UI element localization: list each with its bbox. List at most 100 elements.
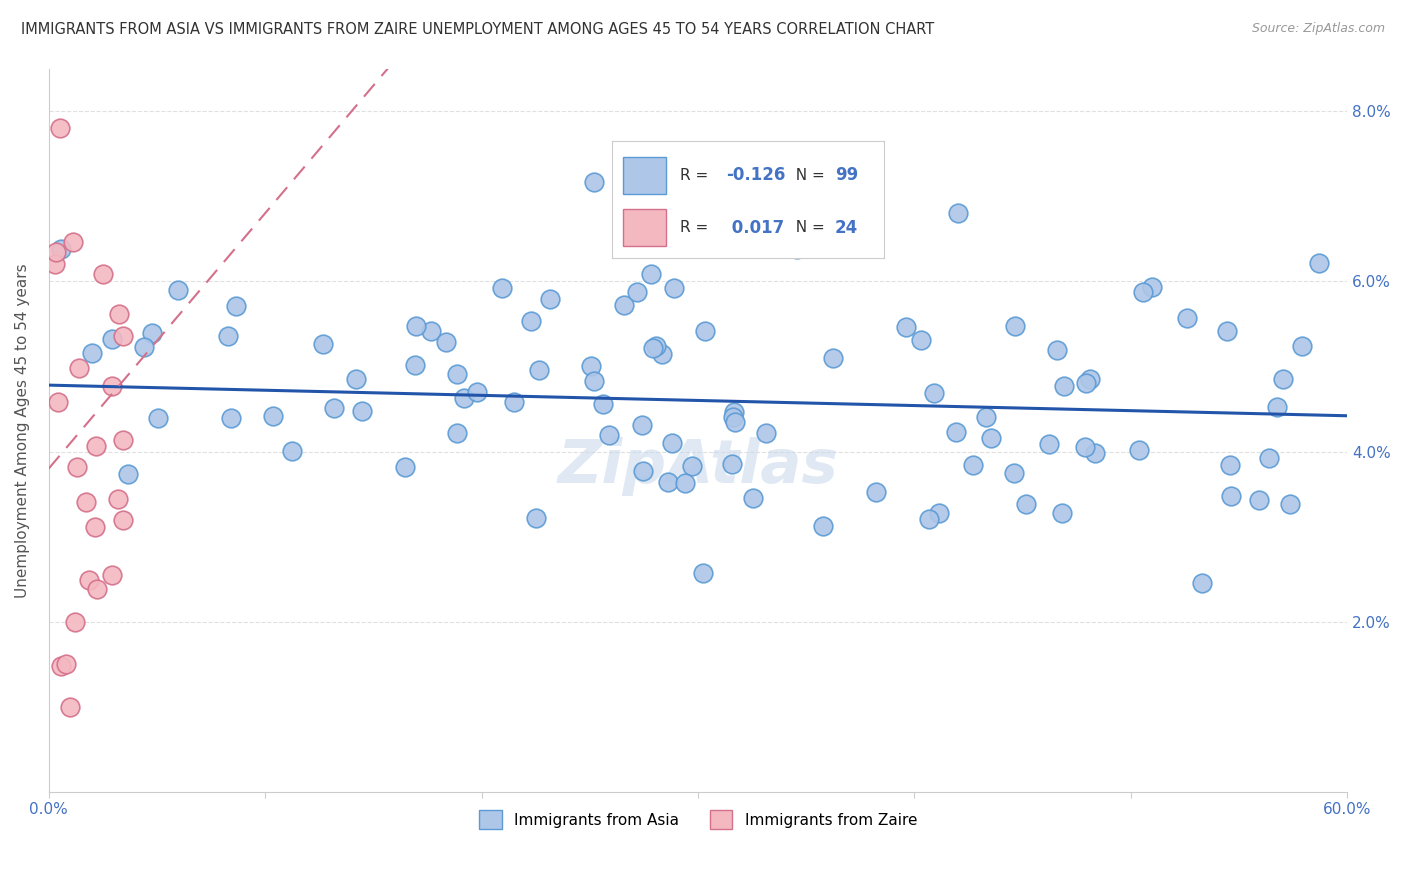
Point: [404, 358, 426, 372]
Point: [262, 409, 284, 424]
Point: [1278, 497, 1301, 511]
Point: [63, 615, 86, 629]
Point: [1219, 458, 1241, 473]
Point: [582, 374, 605, 388]
Point: [1216, 324, 1239, 338]
Text: 24: 24: [835, 219, 858, 236]
Point: [141, 326, 163, 340]
Point: [344, 372, 367, 386]
Point: [405, 318, 427, 333]
Text: R =: R =: [679, 168, 713, 183]
Point: [721, 458, 744, 472]
Point: [755, 425, 778, 440]
Point: [1272, 372, 1295, 386]
Point: [723, 405, 745, 419]
Point: [86, 582, 108, 597]
Point: [503, 395, 526, 409]
Point: [631, 463, 654, 477]
Y-axis label: Unemployment Among Ages 45 to 54 years: Unemployment Among Ages 45 to 54 years: [15, 263, 30, 598]
Point: [1004, 318, 1026, 333]
Point: [582, 175, 605, 189]
Point: [626, 285, 648, 299]
Point: [945, 425, 967, 439]
Point: [613, 298, 636, 312]
Point: [681, 458, 703, 473]
Point: [1050, 506, 1073, 520]
Point: [980, 431, 1002, 445]
Point: [526, 511, 548, 525]
Point: [946, 206, 969, 220]
Point: [217, 328, 239, 343]
Point: [693, 324, 716, 338]
Point: [724, 416, 747, 430]
Point: [1132, 285, 1154, 299]
Point: [519, 314, 541, 328]
Text: 99: 99: [835, 166, 858, 185]
Point: [1046, 343, 1069, 358]
Point: [80, 346, 103, 360]
Point: [101, 332, 124, 346]
Point: [167, 284, 190, 298]
Text: ZipAtlas: ZipAtlas: [558, 437, 838, 496]
Point: [419, 324, 441, 338]
Point: [225, 299, 247, 313]
Point: [1083, 446, 1105, 460]
Point: [1128, 443, 1150, 458]
FancyBboxPatch shape: [623, 157, 666, 194]
Point: [651, 347, 673, 361]
Point: [692, 566, 714, 581]
Point: [592, 397, 614, 411]
Point: [630, 417, 652, 432]
Text: R =: R =: [679, 220, 713, 235]
Point: [1140, 279, 1163, 293]
Point: [640, 267, 662, 281]
Point: [59, 699, 82, 714]
Text: -0.126: -0.126: [725, 166, 786, 185]
Point: [598, 428, 620, 442]
Point: [111, 434, 134, 448]
Point: [641, 341, 664, 355]
Text: 0.017: 0.017: [725, 219, 785, 236]
Text: N =: N =: [786, 220, 830, 235]
Point: [84, 520, 107, 534]
Point: [86, 439, 108, 453]
Point: [1038, 437, 1060, 451]
Point: [657, 475, 679, 490]
Point: [1015, 497, 1038, 511]
Point: [962, 458, 984, 473]
Point: [664, 280, 686, 294]
Point: [394, 460, 416, 475]
Point: [742, 491, 765, 506]
Point: [1247, 492, 1270, 507]
Legend: Immigrants from Asia, Immigrants from Zaire: Immigrants from Asia, Immigrants from Za…: [472, 804, 924, 835]
Point: [323, 401, 346, 415]
Point: [219, 411, 242, 425]
Point: [101, 378, 124, 392]
Point: [1175, 311, 1198, 326]
Point: [436, 334, 458, 349]
Point: [108, 307, 131, 321]
Point: [673, 475, 696, 490]
Point: [910, 333, 932, 347]
Point: [48, 121, 70, 136]
Point: [45, 245, 67, 260]
Point: [46, 394, 69, 409]
Point: [811, 519, 834, 533]
Point: [101, 567, 124, 582]
Point: [77, 573, 100, 587]
Point: [312, 336, 335, 351]
Point: [661, 435, 683, 450]
Point: [75, 495, 97, 509]
Point: [928, 506, 950, 520]
Point: [527, 363, 550, 377]
Point: [446, 425, 468, 440]
Point: [49, 659, 72, 673]
Point: [62, 235, 84, 249]
Point: [538, 293, 561, 307]
Point: [974, 410, 997, 425]
Point: [644, 339, 666, 353]
Point: [644, 189, 666, 203]
Point: [446, 368, 468, 382]
Point: [465, 385, 488, 400]
Point: [894, 319, 917, 334]
